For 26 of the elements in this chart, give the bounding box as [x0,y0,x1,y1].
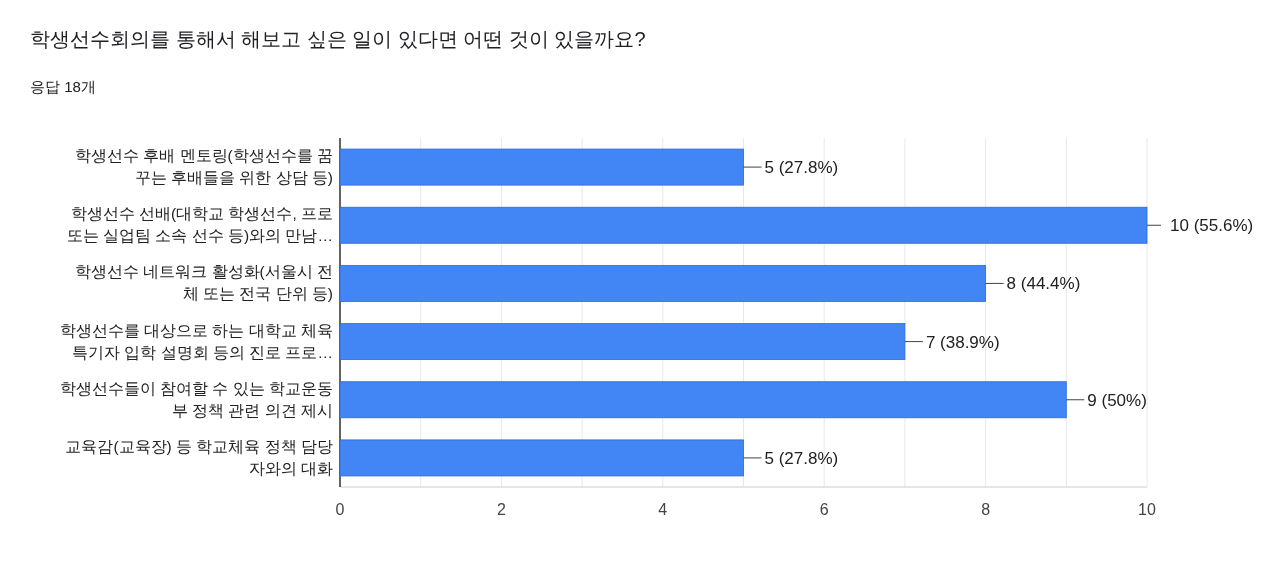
text: 응답 18개 [30,78,96,95]
y-tick-label: 학생선수를 대상으로 하는 대학교 체육 특기자 입학 설명회 등의 진로 프로… [59,321,333,361]
y-tick-label: 학생선수 네트워크 활성화(서울시 전 체 또는 전국 단위 등) [74,263,333,303]
bar [339,381,1067,419]
bar [339,148,744,186]
bar [339,264,986,302]
data-label: 10 (55.6%) [1170,216,1254,236]
data-label: 8 (44.4%) [1006,274,1081,294]
data-label: 9 (50%) [1087,390,1147,410]
x-tick-label: 8 [981,501,991,518]
x-tick-label: 6 [819,501,829,518]
y-tick-label: 교육감(교육장) 등 학교체육 정책 담당 자와의 대화 [65,437,333,477]
bar [339,323,906,361]
data-label: 5 (27.8%) [764,158,839,178]
x-tick-label: 4 [658,501,668,518]
data-label: 5 (27.8%) [764,448,839,468]
bar [339,206,1148,244]
y-tick-label: 학생선수 후배 멘토링(학생선수를 꿈 꾸는 후배들을 위한 상담 등) [74,147,333,187]
x-tick-label: 10 [1138,501,1156,518]
x-tick-label: 0 [335,501,345,518]
x-tick-label: 2 [496,501,506,518]
chart-title: 학생선수회의를 통해서 해보고 싶은 일이 있다면 어떤 것이 있을까요? [30,28,646,50]
y-tick-label: 학생선수 선배(대학교 학생선수, 프로 또는 실업팀 소속 선수 등)와의 만남… [66,205,333,245]
y-tick-label: 학생선수들이 참여할 수 있는 학교운동 부 정책 관련 의견 제시 [59,379,333,419]
data-label: 7 (38.9%) [925,332,1000,352]
bar [339,439,744,477]
